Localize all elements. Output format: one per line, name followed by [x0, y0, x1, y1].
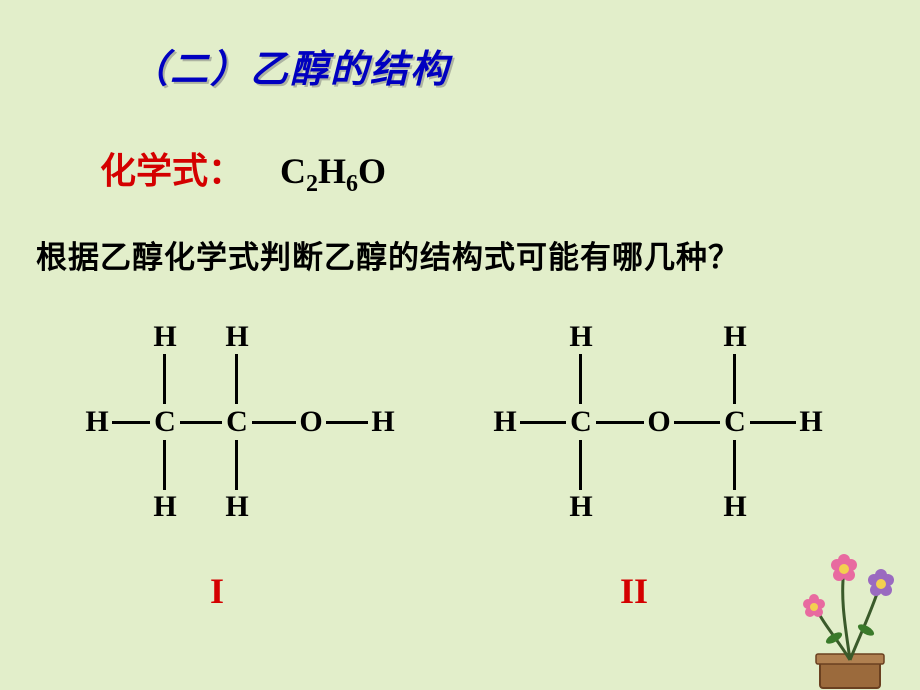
atom-O: O: [296, 405, 326, 439]
atom-H: H: [150, 490, 180, 524]
atom-H: H: [82, 405, 112, 439]
atom-O: O: [644, 405, 674, 439]
bond-vertical: [163, 440, 166, 490]
bond-horizontal: [750, 421, 796, 424]
atom-H: H: [566, 490, 596, 524]
atom-H: H: [150, 320, 180, 354]
bond-vertical: [235, 354, 238, 404]
bond-vertical: [579, 440, 582, 490]
bond-vertical: [733, 354, 736, 404]
bond-vertical: [579, 354, 582, 404]
atom-C: C: [566, 405, 596, 439]
bond-horizontal: [674, 421, 720, 424]
bond-horizontal: [252, 421, 296, 424]
chemical-formula: C2H6O: [280, 150, 386, 198]
bond-vertical: [163, 354, 166, 404]
atom-C: C: [222, 405, 252, 439]
formula-label: 化学式：: [100, 142, 244, 194]
section-title: （二）乙醇的结构: [130, 38, 450, 93]
bond-vertical: [733, 440, 736, 490]
atom-C: C: [150, 405, 180, 439]
atom-H: H: [796, 405, 826, 439]
bond-horizontal: [180, 421, 222, 424]
atom-H: H: [490, 405, 520, 439]
atom-H: H: [720, 490, 750, 524]
bond-horizontal: [596, 421, 644, 424]
structure-label-I: I: [210, 570, 224, 612]
atom-H: H: [566, 320, 596, 354]
bond-horizontal: [112, 421, 150, 424]
atom-H: H: [368, 405, 398, 439]
bond-horizontal: [520, 421, 566, 424]
plant-decoration: [750, 530, 920, 690]
question-text: 根据乙醇化学式判断乙醇的结构式可能有哪几种？: [36, 232, 884, 277]
atom-H: H: [720, 320, 750, 354]
atom-C: C: [720, 405, 750, 439]
bond-horizontal: [326, 421, 368, 424]
structure-label-II: II: [620, 570, 648, 612]
bond-vertical: [235, 440, 238, 490]
atom-H: H: [222, 490, 252, 524]
formula-row: 化学式： C2H6O: [100, 142, 386, 198]
atom-H: H: [222, 320, 252, 354]
